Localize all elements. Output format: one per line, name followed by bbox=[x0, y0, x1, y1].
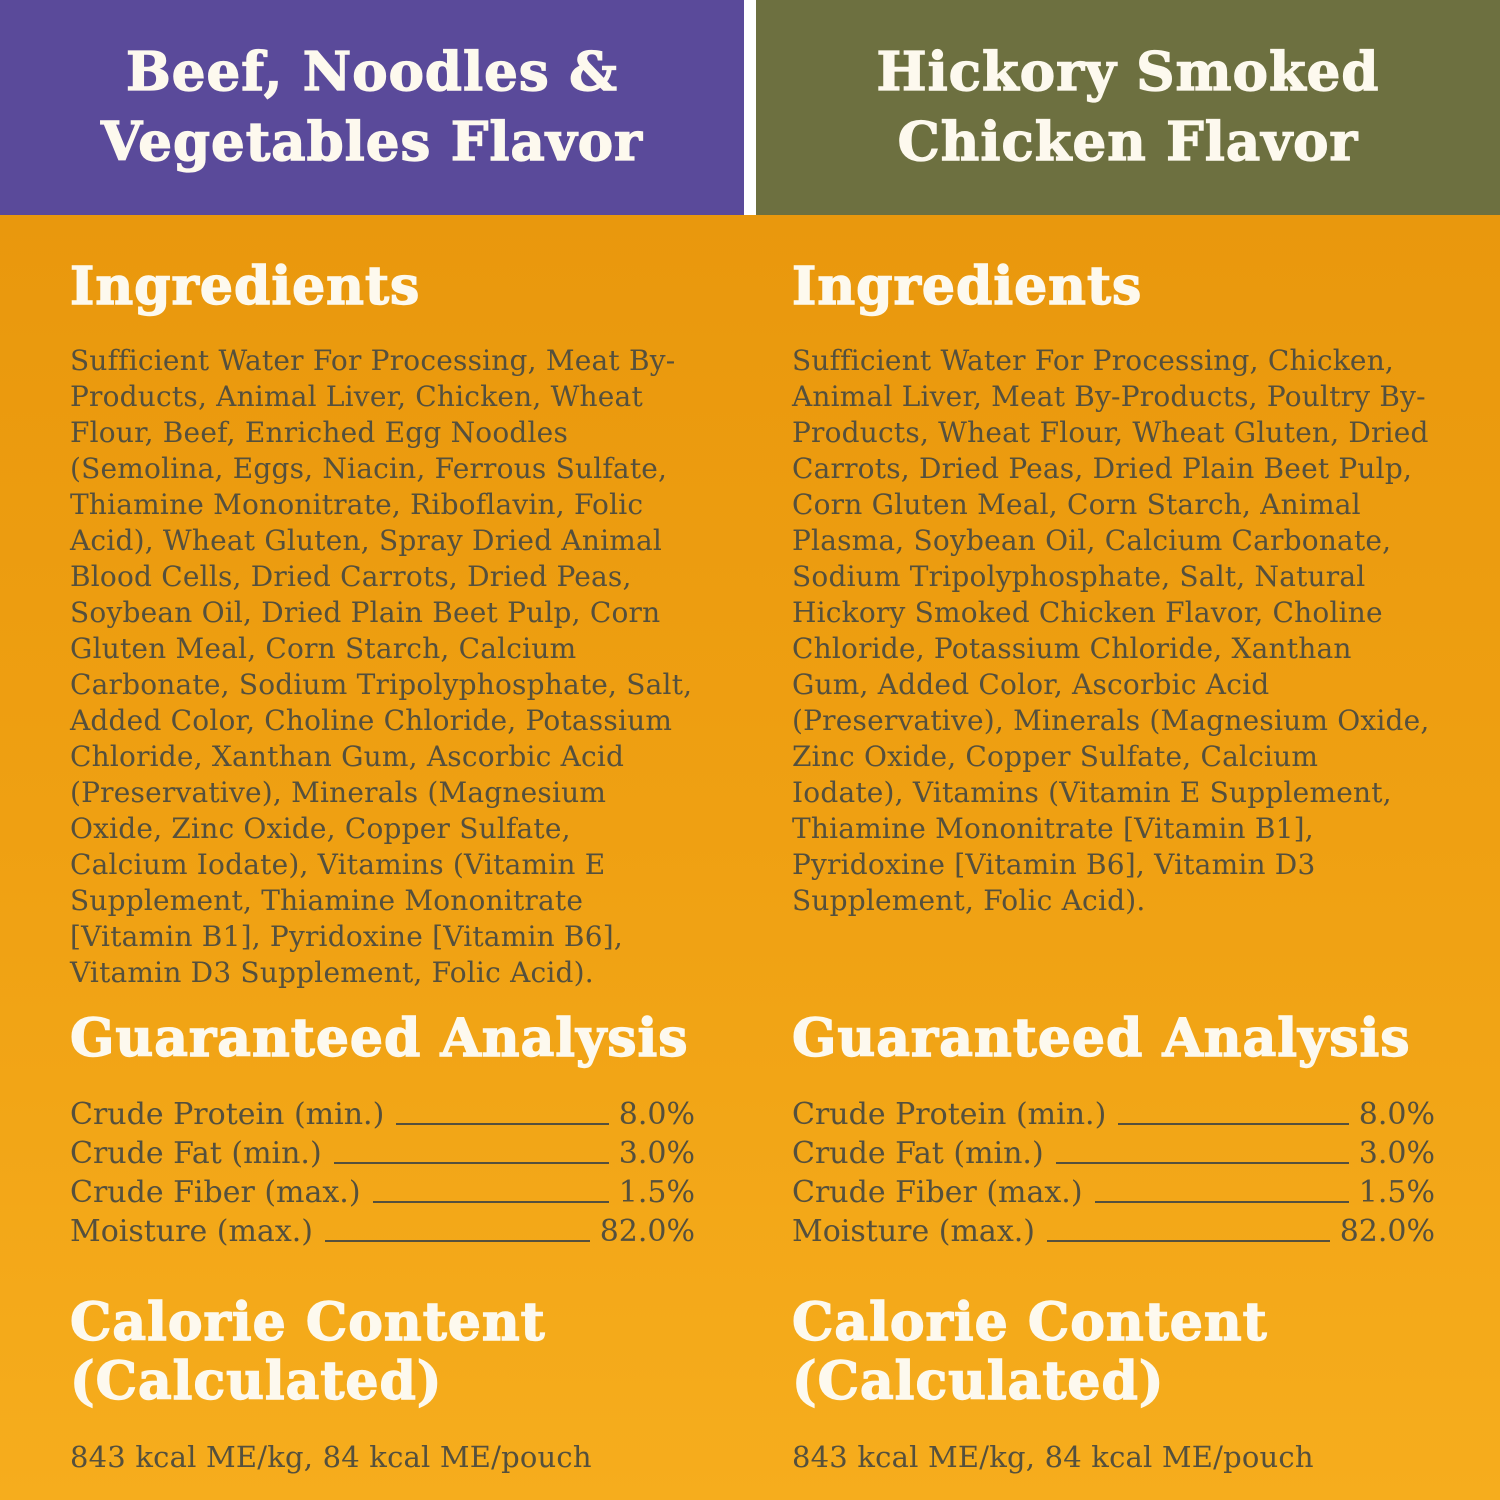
flavor-headers: Beef, Noodles & Vegetables Flavor Hickor… bbox=[0, 0, 1500, 215]
analysis-row-moisture: Moisture (max.) 82.0% bbox=[792, 1212, 1435, 1251]
guaranteed-analysis-table: Crude Protein (min.) 8.0% Crude Fat (min… bbox=[70, 1095, 695, 1251]
leader-line bbox=[324, 1239, 590, 1242]
analysis-row-crude-protein: Crude Protein (min.) 8.0% bbox=[792, 1095, 1435, 1134]
analysis-value: 82.0% bbox=[599, 1213, 695, 1249]
flavor-title-chicken: Hickory Smoked Chicken Flavor bbox=[876, 38, 1380, 178]
calorie-content-heading: Calorie Content (Calculated) bbox=[791, 1291, 1435, 1413]
guaranteed-analysis-heading: Guaranteed Analysis bbox=[791, 1007, 1411, 1069]
flavor-title-line2: Vegetables Flavor bbox=[100, 110, 643, 173]
ingredients-text: Sufficient Water For Processing, Chicken… bbox=[792, 343, 1430, 917]
analysis-label: Moisture (max.) bbox=[792, 1213, 1035, 1249]
calorie-content-heading: Calorie Content (Calculated) bbox=[69, 1291, 695, 1413]
analysis-value: 1.5% bbox=[1358, 1174, 1435, 1210]
analysis-row-moisture: Moisture (max.) 82.0% bbox=[70, 1212, 695, 1251]
analysis-value: 82.0% bbox=[1339, 1213, 1435, 1249]
guaranteed-analysis-table: Crude Protein (min.) 8.0% Crude Fat (min… bbox=[792, 1095, 1435, 1251]
flavor-column-chicken: Ingredients Sufficient Water For Process… bbox=[750, 215, 1500, 1500]
flavor-title-beef: Beef, Noodles & Vegetables Flavor bbox=[100, 38, 643, 178]
leader-line bbox=[1094, 1200, 1349, 1203]
label-content: Ingredients Sufficient Water For Process… bbox=[0, 215, 1500, 1500]
leader-line bbox=[1046, 1239, 1330, 1242]
analysis-label: Crude Fat (min.) bbox=[70, 1135, 322, 1171]
analysis-label: Moisture (max.) bbox=[70, 1213, 313, 1249]
header-hickory-smoked-chicken: Hickory Smoked Chicken Flavor bbox=[756, 0, 1500, 215]
analysis-value: 8.0% bbox=[1358, 1096, 1435, 1132]
leader-line bbox=[1055, 1161, 1349, 1164]
leader-line bbox=[333, 1161, 609, 1164]
analysis-value: 1.5% bbox=[618, 1174, 695, 1210]
analysis-label: Crude Fat (min.) bbox=[792, 1135, 1044, 1171]
ingredients-heading: Ingredients bbox=[69, 256, 421, 317]
analysis-row-crude-fat: Crude Fat (min.) 3.0% bbox=[792, 1134, 1435, 1173]
analysis-row-crude-protein: Crude Protein (min.) 8.0% bbox=[70, 1095, 695, 1134]
calorie-value: 843 kcal ME/kg, 84 kcal ME/pouch bbox=[792, 1440, 1314, 1475]
calorie-heading-line1: Calorie Content bbox=[791, 1291, 1268, 1353]
calorie-heading-line1: Calorie Content bbox=[69, 1291, 546, 1353]
flavor-title-line2: Chicken Flavor bbox=[897, 110, 1359, 173]
analysis-row-crude-fat: Crude Fat (min.) 3.0% bbox=[70, 1134, 695, 1173]
analysis-label: Crude Protein (min.) bbox=[792, 1096, 1107, 1132]
ingredients-heading: Ingredients bbox=[791, 256, 1143, 317]
analysis-value: 3.0% bbox=[618, 1135, 695, 1171]
flavor-title-line1: Beef, Noodles & bbox=[125, 40, 618, 103]
analysis-label: Crude Fiber (max.) bbox=[70, 1174, 361, 1210]
leader-line bbox=[1118, 1122, 1349, 1125]
analysis-value: 8.0% bbox=[618, 1096, 695, 1132]
calorie-heading-line2: (Calculated) bbox=[791, 1351, 1165, 1413]
flavor-title-line1: Hickory Smoked bbox=[876, 40, 1380, 103]
leader-line bbox=[396, 1122, 609, 1125]
calorie-value: 843 kcal ME/kg, 84 kcal ME/pouch bbox=[70, 1440, 592, 1475]
analysis-label: Crude Protein (min.) bbox=[70, 1096, 385, 1132]
analysis-row-crude-fiber: Crude Fiber (max.) 1.5% bbox=[792, 1173, 1435, 1212]
analysis-row-crude-fiber: Crude Fiber (max.) 1.5% bbox=[70, 1173, 695, 1212]
leader-line bbox=[372, 1200, 609, 1203]
analysis-label: Crude Fiber (max.) bbox=[792, 1174, 1083, 1210]
flavor-column-beef: Ingredients Sufficient Water For Process… bbox=[0, 215, 750, 1500]
header-beef-noodles-vegetables: Beef, Noodles & Vegetables Flavor bbox=[0, 0, 744, 215]
analysis-value: 3.0% bbox=[1358, 1135, 1435, 1171]
guaranteed-analysis-heading: Guaranteed Analysis bbox=[69, 1007, 689, 1069]
calorie-heading-line2: (Calculated) bbox=[69, 1351, 443, 1413]
ingredients-text: Sufficient Water For Processing, Meat By… bbox=[70, 343, 693, 989]
